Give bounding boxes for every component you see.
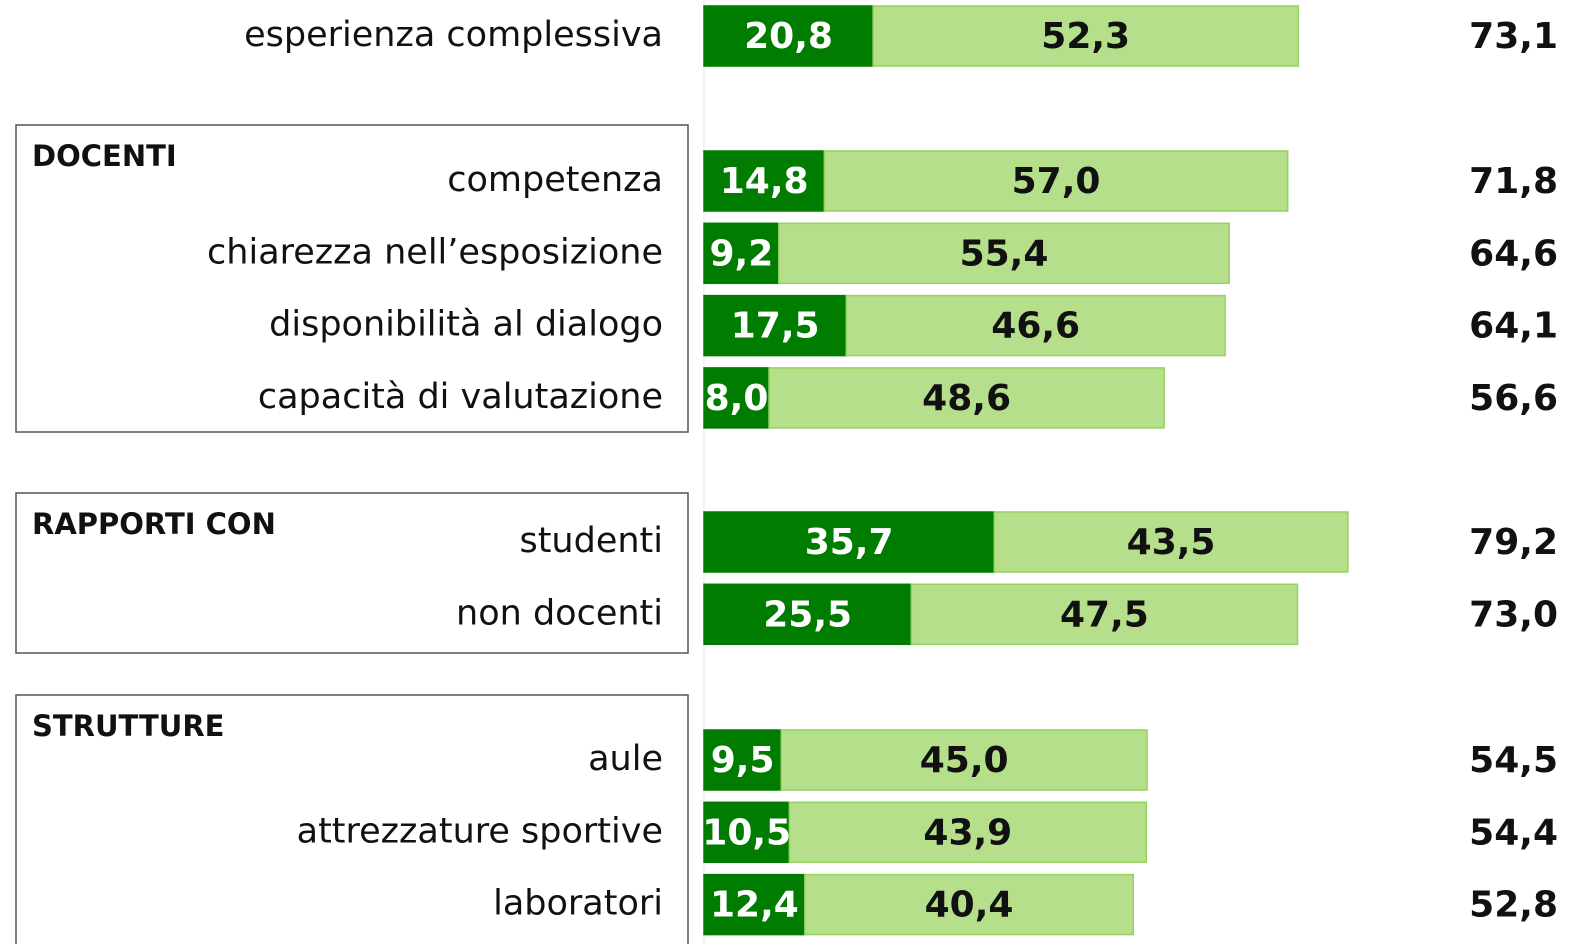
value-label: 8,0 <box>705 378 769 419</box>
value-label: 43,5 <box>1127 522 1216 563</box>
bar-segment <box>993 511 1349 573</box>
value-label: 43,9 <box>923 812 1012 853</box>
bar-segment <box>703 294 848 357</box>
category-label: competenza <box>447 160 663 200</box>
value-label: 52,3 <box>1041 16 1130 57</box>
total-label: 73,0 <box>1469 594 1558 635</box>
bar-segment <box>845 294 1226 357</box>
group-label: STRUTTURE <box>32 709 224 743</box>
bar-segment <box>823 150 1289 212</box>
value-label: 55,4 <box>960 233 1049 274</box>
category-label: studenti <box>519 521 663 561</box>
category-label: attrezzature sportive <box>297 811 663 851</box>
bar-segment <box>768 367 1165 429</box>
value-label: 25,5 <box>763 594 852 635</box>
total-label: 73,1 <box>1469 16 1558 57</box>
category-label: aule <box>588 739 663 779</box>
total-label: 54,4 <box>1469 812 1558 853</box>
total-label: 71,8 <box>1469 161 1558 202</box>
value-label: 47,5 <box>1060 594 1149 635</box>
value-label: 48,6 <box>922 378 1011 419</box>
group-box <box>15 492 689 654</box>
bar-segment <box>703 583 913 646</box>
bar-segment <box>703 367 770 429</box>
bar-segment <box>788 801 1148 864</box>
value-label: 45,0 <box>920 740 1009 781</box>
total-label: 52,8 <box>1469 885 1558 926</box>
bar-segment <box>872 5 1300 67</box>
total-label: 54,5 <box>1469 740 1558 781</box>
category-label: non docenti <box>456 593 663 633</box>
value-label: 14,8 <box>720 161 809 202</box>
total-label: 64,6 <box>1469 233 1558 274</box>
value-label: 10,5 <box>702 812 791 853</box>
value-label: 57,0 <box>1012 161 1101 202</box>
value-label: 17,5 <box>731 306 820 347</box>
bar-segment <box>804 873 1135 936</box>
bar-segment <box>703 873 806 936</box>
group-label: RAPPORTI CON <box>32 507 276 541</box>
category-label: laboratori <box>493 884 663 924</box>
category-label: capacità di valutazione <box>258 377 663 417</box>
value-label: 12,4 <box>710 885 799 926</box>
bar-segment <box>780 729 1148 791</box>
total-label: 64,1 <box>1469 306 1558 347</box>
group-box <box>15 694 689 948</box>
value-label: 9,2 <box>710 233 774 274</box>
value-label: 35,7 <box>805 522 894 563</box>
value-label: 20,8 <box>744 16 833 57</box>
group-label: DOCENTI <box>32 139 177 173</box>
total-label: 56,6 <box>1469 378 1558 419</box>
value-label: 40,4 <box>925 885 1014 926</box>
value-label: 46,6 <box>991 306 1080 347</box>
category-label: chiarezza nell’esposizione <box>207 232 663 272</box>
total-label: 79,2 <box>1469 522 1558 563</box>
bar-segment <box>778 222 1230 285</box>
category-label: esperienza complessiva <box>244 15 663 55</box>
value-label: 9,5 <box>711 740 775 781</box>
bar-segment <box>910 583 1299 646</box>
group-box <box>15 124 689 433</box>
bar-segment <box>703 150 826 212</box>
bar-segment <box>703 801 791 864</box>
category-label: disponibilità al dialogo <box>269 305 663 345</box>
